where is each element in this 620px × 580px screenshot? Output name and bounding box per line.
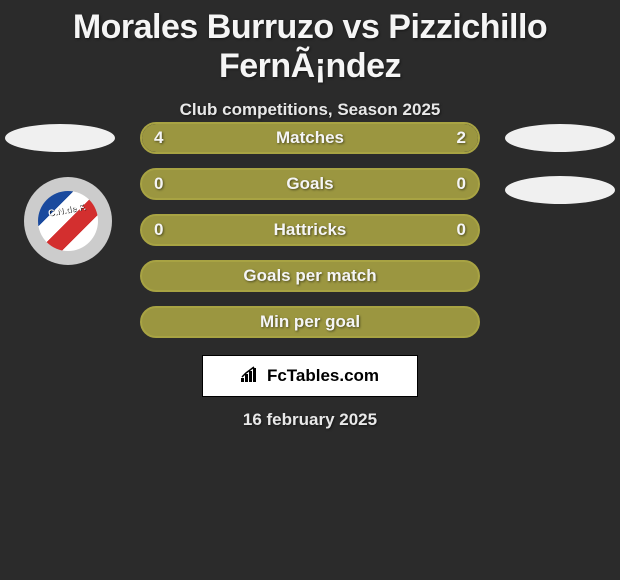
stat-bar-label: Min per goal (260, 312, 360, 332)
branding-box[interactable]: FcTables.com (202, 355, 418, 397)
date-text: 16 february 2025 (0, 410, 620, 430)
stat-value-left: 0 (154, 220, 163, 240)
stat-value-right: 0 (457, 220, 466, 240)
stat-value-left: 0 (154, 174, 163, 194)
club-logo: C.N.de F. (24, 177, 112, 265)
player-right-placeholder-1 (505, 124, 615, 152)
stat-bar: 0 0 Goals (140, 168, 480, 200)
player-right-placeholder-2 (505, 176, 615, 204)
stat-value-left: 4 (154, 128, 163, 148)
stat-bar: Goals per match (140, 260, 480, 292)
page-subtitle: Club competitions, Season 2025 (0, 100, 620, 120)
branding-text: FcTables.com (267, 366, 379, 386)
stat-bar-label: Goals per match (243, 266, 376, 286)
player-left-placeholder-1 (5, 124, 115, 152)
stats-container: 4 2 Matches 0 0 Goals 0 0 Hattricks Goals per mat… (140, 122, 480, 352)
stat-bar-label: Matches (276, 128, 344, 148)
chart-icon (241, 366, 261, 387)
stat-bar: Min per goal (140, 306, 480, 338)
stat-value-right: 2 (457, 128, 466, 148)
stat-bar-label: Goals (286, 174, 333, 194)
club-logo-inner: C.N.de F. (38, 191, 98, 251)
stat-value-right: 0 (457, 174, 466, 194)
page-title: Morales Burruzo vs Pizzichillo FernÃ¡nde… (0, 0, 620, 86)
club-logo-text: C.N.de F. (47, 202, 86, 218)
stat-bar: 0 0 Hattricks (140, 214, 480, 246)
stat-bar: 4 2 Matches (140, 122, 480, 154)
stat-bar-label: Hattricks (274, 220, 347, 240)
